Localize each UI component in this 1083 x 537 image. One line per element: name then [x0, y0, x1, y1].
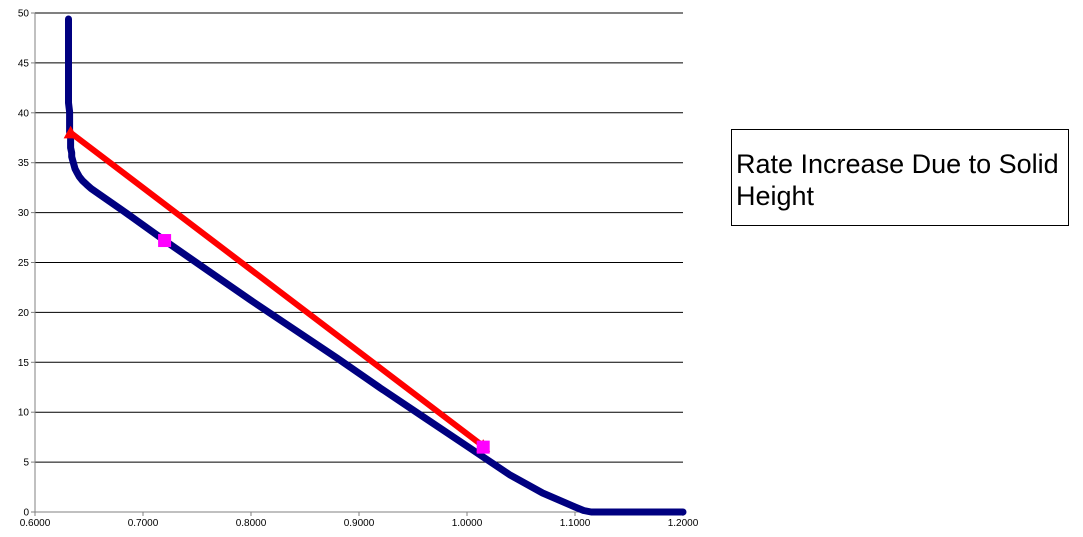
- main-series-point: [66, 115, 73, 122]
- main-series-point: [65, 36, 72, 44]
- y-tick-label: 5: [23, 458, 29, 469]
- series: [63, 15, 687, 516]
- main-series-point: [571, 503, 579, 511]
- main-series-point: [420, 413, 427, 421]
- red-series-line: [67, 129, 487, 450]
- y-tick-label: 20: [18, 308, 30, 319]
- pink-series-point: [158, 234, 172, 248]
- main-series-point: [625, 508, 633, 516]
- main-series-point: [669, 508, 676, 516]
- main-series-point: [334, 355, 341, 362]
- y-tick-label: 25: [18, 258, 30, 269]
- x-tick-label: 1.0000: [452, 518, 483, 529]
- annotation-text: Rate Increase Due to Solid Height: [736, 149, 1059, 211]
- main-series-point: [377, 385, 384, 392]
- y-tick-label: 45: [18, 58, 30, 69]
- main-series-point: [65, 66, 72, 74]
- y-tick-label: 30: [18, 208, 30, 219]
- y-tick-label: 40: [18, 108, 30, 119]
- y-tick-label: 15: [18, 358, 30, 369]
- main-series-point: [65, 99, 72, 107]
- x-tick-label: 0.9000: [344, 518, 375, 529]
- main-series-point: [604, 508, 611, 516]
- pink-series-point: [476, 440, 490, 454]
- y-tick-label: 10: [18, 408, 30, 419]
- main-series-point: [65, 15, 72, 23]
- tick-labels: 0 5 10 15 20 25 30 35 40 45 50 0.6000 0.7000 0.8000 0.…: [18, 9, 699, 530]
- main-series-line: [65, 15, 687, 516]
- main-series-point: [647, 508, 654, 516]
- y-tick-label: 0: [23, 508, 29, 519]
- main-series-point: [291, 326, 298, 333]
- main-series-point: [67, 144, 74, 151]
- main-series-point: [679, 508, 687, 516]
- x-tick-label: 0.6000: [20, 518, 51, 529]
- main-series-point: [658, 508, 665, 516]
- main-series-point: [87, 185, 95, 192]
- grid-lines: [35, 12, 683, 463]
- main-series-point: [67, 139, 74, 146]
- main-series-point: [79, 177, 86, 184]
- main-series-point: [76, 173, 83, 180]
- x-tick-label: 1.2000: [668, 518, 699, 529]
- x-tick-label: 0.7000: [128, 518, 159, 529]
- main-series-point: [96, 191, 103, 198]
- main-series-point: [580, 507, 587, 514]
- main-series-point: [65, 89, 72, 97]
- main-series-point: [66, 122, 73, 129]
- main-series-point: [539, 489, 546, 497]
- main-series-point: [68, 149, 75, 156]
- main-series-point: [204, 267, 211, 274]
- x-tick-label: 0.8000: [236, 518, 267, 529]
- y-tick-label: 35: [18, 158, 30, 169]
- main-series-point: [463, 442, 471, 450]
- main-series-point: [636, 508, 643, 516]
- main-series-point: [83, 181, 91, 188]
- main-series-point: [65, 78, 72, 86]
- main-series-point: [591, 508, 598, 516]
- main-series-point: [247, 297, 255, 304]
- main-series-point: [118, 206, 125, 213]
- main-series-point: [66, 108, 73, 116]
- axes: [31, 12, 684, 516]
- annotation-box: Rate Increase Due to Solid Height: [731, 129, 1069, 226]
- red-series-point: [63, 125, 78, 139]
- main-series-point: [65, 53, 72, 61]
- main-series-point: [507, 471, 514, 479]
- y-tick-label: 50: [18, 9, 30, 20]
- x-tick-label: 1.1000: [560, 518, 591, 529]
- main-series-point: [615, 508, 622, 516]
- main-series-point: [588, 508, 595, 516]
